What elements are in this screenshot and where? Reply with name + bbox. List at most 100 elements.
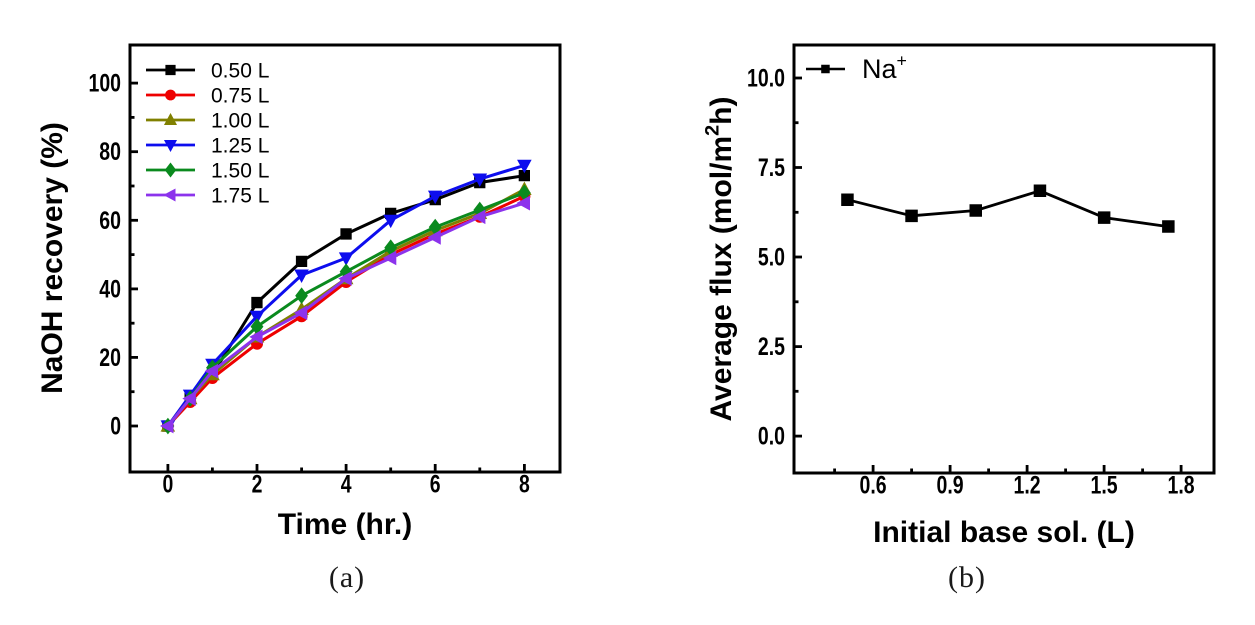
triangle-down-marker	[249, 310, 265, 325]
x-tick-label: 1.8	[1168, 472, 1195, 500]
series-1-50-l	[161, 184, 531, 435]
triangle-down-marker	[294, 269, 309, 283]
legend-item: 1.00 L	[146, 110, 269, 133]
legend-item: Na+	[806, 51, 907, 84]
series-0-75-l	[161, 190, 531, 432]
legend-label: 0.50 L	[211, 60, 269, 83]
series-markers	[841, 184, 1175, 233]
y-tick-label: 0.0	[758, 423, 785, 451]
square-marker	[969, 204, 982, 217]
legend-label: 1.50 L	[211, 160, 269, 183]
square-marker	[518, 170, 530, 182]
series-line	[166, 187, 526, 428]
y-tick-label: 2.5	[758, 333, 785, 361]
caption-panel-b: (b)	[948, 561, 986, 594]
triangle-down-marker	[427, 190, 443, 205]
triangle-left-marker	[427, 230, 441, 245]
legend-item: 1.25 L	[146, 135, 269, 158]
legend-item: 0.75 L	[146, 85, 269, 108]
x-tick-label: 1.2	[1014, 472, 1041, 500]
triangle-down-marker	[472, 173, 488, 187]
x-axis-title: Time (hr.)	[278, 508, 412, 541]
square-marker	[165, 64, 176, 76]
panel-b: 0.6 0.9 1.2 1.5 1.8 0.0 2.5 5.0 7.5 10.0 Na+ Initia…	[701, 43, 1216, 549]
caption-panel-a: (a)	[328, 561, 366, 594]
plot-border	[792, 43, 1216, 475]
x-tick-label: 6	[430, 471, 441, 499]
legend-label: Na+	[862, 51, 907, 84]
x-tick-label: 8	[519, 471, 530, 499]
y-tick-label: 5.0	[758, 244, 785, 272]
triangle-down-marker	[383, 214, 398, 229]
legend-item: 1.75 L	[146, 185, 269, 208]
square-marker	[295, 255, 308, 267]
axis-ticks	[794, 76, 1183, 473]
circle-marker	[165, 89, 176, 101]
triangle-left-marker	[249, 329, 263, 345]
series-1-75-l	[160, 195, 530, 434]
legend: 0.50 L0.75 L1.00 L1.25 L1.50 L1.75 L	[146, 60, 269, 208]
diamond-marker	[164, 162, 177, 178]
triangle-left-marker	[293, 305, 308, 321]
triangle-left-marker	[338, 271, 352, 286]
square-marker	[340, 228, 352, 240]
square-marker	[905, 209, 918, 223]
triangle-up-marker	[163, 112, 178, 125]
x-tick-label: 2	[252, 471, 263, 499]
series-markers	[160, 195, 530, 434]
square-marker	[1097, 211, 1111, 224]
legend-label: 1.75 L	[211, 185, 269, 208]
x-tick-label: 0.6	[860, 472, 887, 500]
x-tick-label: 1.5	[1091, 472, 1118, 500]
triangle-down-marker	[338, 252, 354, 266]
square-marker	[1162, 220, 1175, 233]
x-tick-label: 0	[163, 471, 174, 499]
series-markers	[161, 190, 531, 432]
legend-item: 0.50 L	[146, 60, 269, 83]
legend-label: 0.75 L	[211, 85, 269, 108]
plot-border	[128, 43, 562, 474]
series-na	[841, 184, 1175, 233]
triangle-left-marker	[160, 418, 174, 434]
series-markers	[161, 184, 531, 435]
y-tick-label: 7.5	[758, 154, 785, 182]
x-axis-title: Initial base sol. (L)	[873, 516, 1135, 549]
y-tick-label: 80	[99, 138, 121, 166]
triangle-left-marker	[182, 391, 196, 406]
x-tick-label: 4	[341, 471, 352, 499]
triangle-left-marker	[471, 209, 486, 225]
square-marker	[1033, 184, 1047, 197]
series-line	[166, 163, 526, 428]
legend-item: 1.50 L	[146, 160, 269, 183]
triangle-left-marker	[382, 250, 397, 266]
legend-label: 1.00 L	[211, 110, 269, 133]
series-line	[846, 189, 1170, 229]
series-line	[166, 191, 526, 428]
tick-labels: 0.6 0.9 1.2 1.5 1.8 0.0 2.5 5.0 7.5 10.0	[747, 65, 1195, 500]
x-tick-label: 0.9	[937, 472, 964, 500]
legend-label: 1.25 L	[211, 135, 269, 158]
square-marker	[251, 296, 263, 309]
y-tick-label: 100	[89, 70, 122, 98]
triangle-down-marker	[163, 140, 178, 153]
y-tick-label: 20	[99, 344, 121, 372]
triangle-left-marker	[204, 363, 218, 379]
triangle-down-marker	[517, 159, 532, 174]
axis-ticks	[130, 81, 526, 472]
y-tick-label: 0	[110, 413, 121, 441]
y-axis-title: NaOH recovery (%)	[36, 122, 69, 394]
y-tick-label: 60	[99, 207, 121, 235]
y-axis-title: Average flux (mol/m2h)	[701, 97, 738, 422]
y-tick-label: 40	[99, 275, 121, 303]
legend: Na+	[806, 51, 907, 84]
series-line	[166, 194, 526, 428]
square-marker	[841, 193, 854, 206]
series-line	[166, 201, 526, 428]
diamond-marker	[295, 287, 308, 305]
y-tick-label: 10.0	[747, 65, 785, 93]
triangle-left-marker	[163, 188, 176, 202]
